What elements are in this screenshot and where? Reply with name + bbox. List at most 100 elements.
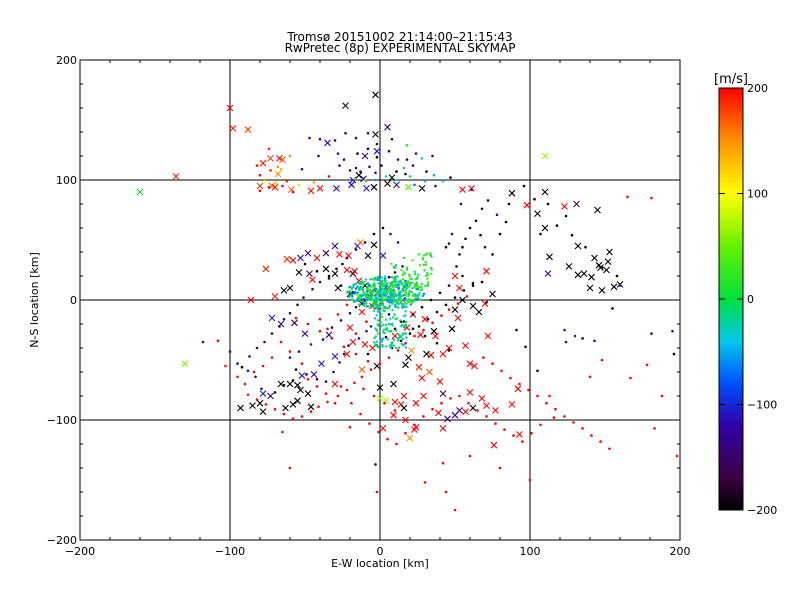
point-cross-stroke — [388, 174, 396, 181]
point-dot — [392, 344, 396, 347]
point-dot — [353, 292, 356, 295]
point-dot — [458, 253, 461, 256]
point-dot — [309, 343, 313, 346]
point-cross-stroke — [544, 270, 552, 277]
point-cross — [393, 181, 400, 189]
point-cross — [324, 139, 331, 147]
point-dot — [421, 258, 425, 261]
point-cross — [351, 267, 358, 275]
point-cross-stroke — [348, 181, 355, 189]
point-dot — [629, 376, 632, 380]
point-cross — [355, 171, 363, 179]
point-cross-stroke — [373, 147, 381, 155]
point-cross-stroke — [259, 159, 267, 167]
point-cross — [306, 270, 313, 277]
point-dot — [333, 139, 337, 142]
point-cross — [565, 263, 573, 270]
point-cross — [349, 338, 357, 346]
y-tick-label: 200 — [56, 54, 77, 67]
point-dot — [359, 293, 362, 297]
y-tick-label: 100 — [56, 174, 77, 187]
point-cross-stroke — [229, 125, 237, 132]
point-cross — [423, 350, 430, 358]
point-dot — [400, 302, 403, 305]
point-dot — [395, 298, 398, 302]
point-dot — [369, 298, 372, 302]
point-dot — [530, 431, 533, 435]
point-dot — [384, 297, 387, 300]
point-dot — [453, 508, 457, 512]
point-dot — [405, 158, 409, 161]
point-dot — [285, 179, 289, 183]
point-dot — [411, 327, 415, 331]
point-cross — [256, 399, 264, 407]
point-dot — [435, 310, 439, 314]
point-dot — [444, 303, 448, 307]
point-dot — [491, 362, 494, 365]
point-dot — [399, 300, 402, 304]
point-cross — [307, 403, 315, 411]
point-dot — [384, 279, 387, 283]
point-dot — [429, 266, 433, 270]
point-dot — [372, 394, 376, 398]
point-dot — [476, 409, 479, 412]
point-cross — [420, 392, 427, 400]
point-cross — [280, 287, 288, 294]
point-dot — [267, 147, 271, 151]
point-dot — [364, 296, 368, 299]
point-cross-stroke — [271, 293, 279, 300]
point-dot — [671, 329, 674, 333]
point-dot — [308, 136, 311, 140]
point-cross-stroke — [489, 290, 496, 298]
point-dot — [429, 253, 432, 257]
point-dot — [418, 298, 422, 301]
point-dot — [333, 401, 337, 405]
point-dot — [453, 296, 457, 299]
point-cross — [259, 390, 267, 397]
point-dot — [372, 232, 376, 236]
point-cross-stroke — [591, 254, 598, 262]
point-cross-stroke — [343, 266, 351, 274]
point-cross — [580, 270, 588, 277]
point-dot — [378, 298, 381, 302]
point-dot — [408, 283, 412, 287]
point-cross-stroke — [436, 378, 444, 385]
point-cross-stroke — [573, 200, 580, 208]
point-cross-stroke — [301, 330, 309, 337]
point-dot — [376, 319, 380, 322]
point-dot — [377, 278, 381, 281]
point-dot — [417, 273, 420, 277]
point-dot — [353, 177, 356, 181]
point-dot — [375, 340, 379, 343]
point-dot — [426, 252, 429, 255]
point-dot — [424, 260, 427, 264]
point-dot — [394, 346, 398, 350]
point-dot — [548, 394, 551, 398]
point-dot — [362, 304, 366, 307]
point-dot — [381, 338, 384, 341]
point-dot — [421, 294, 424, 298]
point-dot — [348, 425, 352, 429]
point-dot — [243, 382, 247, 386]
point-cross — [462, 342, 469, 349]
point-dot — [246, 393, 250, 397]
point-dot — [403, 279, 407, 283]
point-dot — [545, 401, 548, 405]
point-dot — [584, 245, 587, 249]
point-cross-stroke — [402, 416, 409, 424]
point-dot — [275, 181, 278, 184]
point-dot — [345, 388, 349, 392]
point-dot — [372, 301, 376, 305]
point-cross — [384, 180, 391, 187]
point-dot — [358, 296, 361, 299]
point-cross — [294, 381, 301, 389]
point-cross-stroke — [439, 425, 447, 432]
point-cross — [586, 284, 594, 292]
point-dot — [653, 427, 656, 430]
point-dot — [554, 407, 557, 411]
point-cross — [469, 404, 477, 412]
point-cross — [456, 284, 463, 292]
point-dot — [282, 412, 286, 416]
point-cross — [333, 185, 340, 192]
point-dot — [411, 259, 414, 262]
